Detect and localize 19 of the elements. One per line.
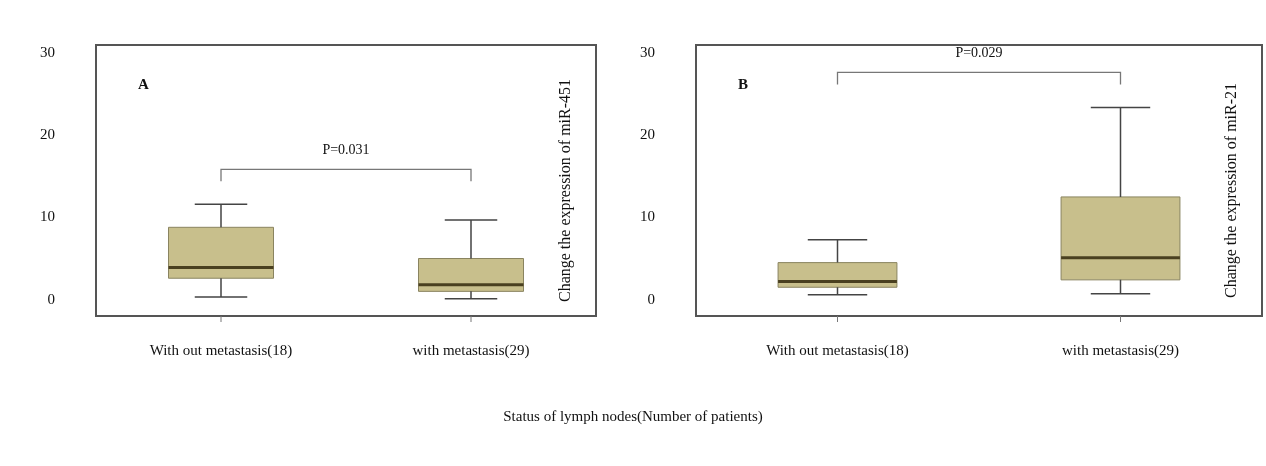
text: A (138, 75, 149, 92)
x-tick-label: with metastasis(29) (412, 341, 530, 359)
x-axis-title: Status of lymph nodes(Number of patients) (502, 408, 764, 425)
y-tick-label: 0 (47, 290, 55, 307)
annotation: P=0.031 (322, 141, 370, 157)
x-tick-label: With out metastasis(18) (766, 341, 909, 359)
y-axis-title: Change the expression of miR-451 (556, 78, 575, 303)
x-tick-label: with metastasis(29) (1061, 341, 1180, 359)
y-tick-label: 10 (640, 208, 655, 225)
y-tick-label: 30 (40, 44, 55, 61)
y-axis-title: Change the expression of miR-21 (1222, 82, 1241, 299)
y-tick-label: 10 (40, 208, 55, 225)
text: B (738, 75, 749, 92)
y-tick-label: 30 (640, 44, 655, 61)
y-tick-label: 20 (640, 126, 655, 143)
x-tick-label: With out metastasis(18) (149, 341, 293, 359)
y-tick-label: 0 (647, 290, 655, 307)
y-tick-label: 20 (40, 126, 55, 143)
annotation: P=0.029 (955, 45, 1003, 61)
